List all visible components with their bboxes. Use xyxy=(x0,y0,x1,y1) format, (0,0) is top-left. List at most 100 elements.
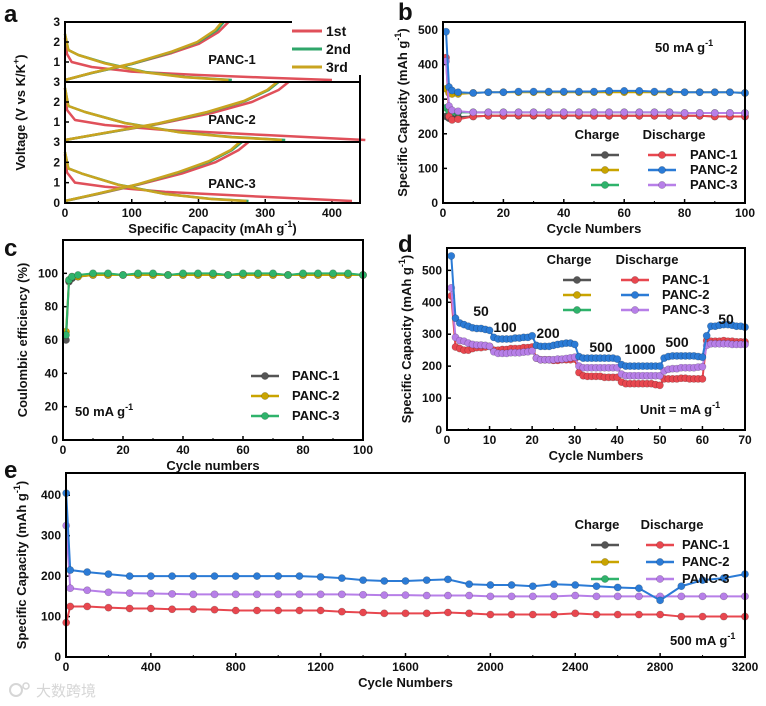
y-axis-label-e: Specific Capacity (mAh g-1) xyxy=(12,481,29,649)
series-panc-1-point xyxy=(571,609,580,618)
y-tick-label: 400 xyxy=(418,58,438,72)
x-tick-label: 40 xyxy=(176,443,190,457)
rate-label: 500 xyxy=(665,334,689,350)
y-tick-label: 400 xyxy=(422,295,442,309)
legend-marker xyxy=(261,372,269,380)
y-tick-label: 200 xyxy=(422,359,442,373)
x-axis-label-d-text: Cycle Numbers xyxy=(549,448,644,463)
series-panc-1-point xyxy=(507,610,516,619)
current-density-label: 50 mA g-1 xyxy=(75,402,133,419)
x-tick-label: 3200 xyxy=(732,660,759,674)
rate-label: 500 xyxy=(589,339,613,355)
series-panc-3-discharge-point xyxy=(695,109,704,117)
series-panc-1-point xyxy=(189,605,198,614)
series-panc-3-point xyxy=(149,269,157,278)
x-tick-label: 100 xyxy=(353,443,373,457)
y-tick-label: 2 xyxy=(53,35,60,49)
x-tick-label: 100 xyxy=(122,206,142,220)
rate-label: 100 xyxy=(493,319,517,335)
series-panc-3-discharge-point xyxy=(575,108,583,117)
y-axis-label-a-tail: ) xyxy=(13,54,28,58)
rate-label: 50 xyxy=(473,303,489,319)
plot-frame xyxy=(442,21,746,204)
series-panc-2-point xyxy=(451,314,460,323)
series-panc-1-point xyxy=(146,604,155,613)
series-panc-2-point xyxy=(295,572,304,581)
series-panc-3-point xyxy=(486,592,495,601)
x-axis-label-a-tail: ) xyxy=(292,221,296,236)
series-panc-2-point xyxy=(316,573,325,581)
series-panc-2-point xyxy=(401,577,410,585)
series-panc-3-point xyxy=(444,591,452,600)
series-panc-2-discharge-point xyxy=(650,87,659,96)
series-panc-1-point xyxy=(253,606,261,615)
rate-label: 1000 xyxy=(624,341,655,357)
series-panc-2-point xyxy=(677,582,686,591)
series-panc-2-discharge-point xyxy=(484,88,493,97)
series-panc-3-discharge-point xyxy=(499,108,508,117)
x-tick-label: 20 xyxy=(497,206,511,220)
y-axis-label-d-tail: ) xyxy=(399,255,414,259)
series-panc-2-point xyxy=(698,353,707,362)
y-tick-label: 80 xyxy=(45,300,59,314)
y-axis-label-b-superscript: -1 xyxy=(393,33,403,41)
series-panc-3-point xyxy=(253,590,261,599)
y-axis-label-a-superscript: + xyxy=(11,59,21,64)
series-panc-2-point xyxy=(486,581,495,589)
series-panc-1-point xyxy=(528,610,537,619)
legend-label-panc-1: PANC-1 xyxy=(292,368,339,383)
series-panc-3-point xyxy=(337,590,346,599)
x-tick-label: 0 xyxy=(444,433,451,447)
y-axis-label-c: Coulombic efficiency (%) xyxy=(15,263,30,418)
rate-label: 50 xyxy=(718,311,734,327)
legend-bg xyxy=(292,57,362,75)
series-panc-1-point xyxy=(274,606,283,615)
plot-frame xyxy=(446,247,746,431)
y-tick-label: 20 xyxy=(45,400,59,414)
series-panc-2-point xyxy=(168,572,176,581)
series-panc-2-discharge-point xyxy=(710,88,719,97)
series-panc-1-point xyxy=(613,610,622,619)
x-tick-label: 60 xyxy=(236,443,250,457)
series-panc-2-point xyxy=(146,572,155,581)
plot-frame xyxy=(62,239,364,441)
series-panc-1-point xyxy=(465,609,474,618)
series-panc-2-point xyxy=(359,576,367,585)
watermark-logo-icon xyxy=(9,683,23,697)
series-panc-2-discharge-point xyxy=(695,88,704,97)
series-panc-3-point xyxy=(719,592,728,601)
current-density-label-text: 50 mA g xyxy=(75,404,125,419)
series-panc-1-line xyxy=(65,605,745,623)
series-panc-2-point xyxy=(485,326,494,335)
series-panc-3-point xyxy=(66,584,75,593)
legend-charge-marker xyxy=(601,166,609,174)
series-panc-1-point xyxy=(486,610,495,619)
panel-letter-d: d xyxy=(398,231,413,258)
series-panc-2-point xyxy=(66,566,75,574)
series-panc-2-discharge-point xyxy=(620,86,629,95)
series-panc-2-discharge-point xyxy=(590,87,598,96)
legend-label-panc-1: PANC-1 xyxy=(690,147,737,162)
x-tick-label: 400 xyxy=(322,206,342,220)
series-panc-1-point xyxy=(444,608,452,617)
y-axis-label-b-text: Specific Capacity (mAh g xyxy=(395,41,410,197)
legend-charge-marker xyxy=(573,306,581,314)
curve-3rd-discharge xyxy=(63,87,282,142)
series-panc-3-discharge-point xyxy=(680,109,689,117)
series-panc-3-discharge-point xyxy=(726,109,734,117)
legend-marker xyxy=(631,291,639,299)
y-axis-label-b-tail: ) xyxy=(395,28,410,32)
series-panc-3-point xyxy=(401,591,410,600)
curve-1st-discharge xyxy=(63,87,366,142)
y-axis-label-e-superscript: -1 xyxy=(12,485,22,493)
series-panc-3-discharge-point xyxy=(454,107,462,116)
legend-discharge-header: Discharge xyxy=(641,517,704,532)
current-density-label-superscript: -1 xyxy=(125,402,133,412)
legend-charge-header: Charge xyxy=(547,252,592,267)
series-panc-2-discharge-point xyxy=(559,87,568,96)
series-panc-3-point xyxy=(209,269,217,278)
y-tick-label: 200 xyxy=(41,569,61,583)
series-panc-1-point xyxy=(719,612,728,621)
series-panc-3-discharge-point xyxy=(544,108,553,117)
y-tick-label: 200 xyxy=(418,127,438,141)
